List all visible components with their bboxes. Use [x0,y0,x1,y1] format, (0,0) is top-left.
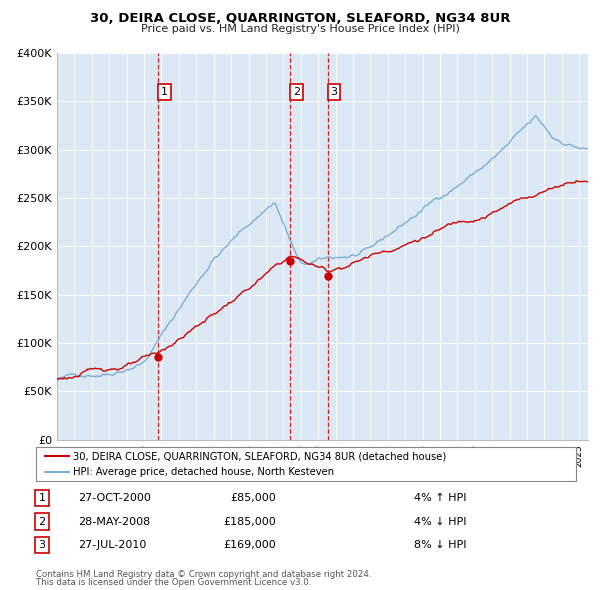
Text: This data is licensed under the Open Government Licence v3.0.: This data is licensed under the Open Gov… [36,578,311,587]
Text: 4% ↑ HPI: 4% ↑ HPI [414,493,467,503]
Text: £185,000: £185,000 [223,517,276,526]
Text: HPI: Average price, detached house, North Kesteven: HPI: Average price, detached house, Nort… [73,467,334,477]
Text: £85,000: £85,000 [230,493,276,503]
Text: 2: 2 [293,87,300,97]
Text: 30, DEIRA CLOSE, QUARRINGTON, SLEAFORD, NG34 8UR: 30, DEIRA CLOSE, QUARRINGTON, SLEAFORD, … [90,12,510,25]
Text: 28-MAY-2008: 28-MAY-2008 [78,517,150,526]
Text: £169,000: £169,000 [223,540,276,550]
Text: 1: 1 [161,87,168,97]
Text: 27-OCT-2000: 27-OCT-2000 [78,493,151,503]
Text: 3: 3 [38,540,46,550]
Text: 3: 3 [331,87,338,97]
Text: 8% ↓ HPI: 8% ↓ HPI [414,540,467,550]
Text: 27-JUL-2010: 27-JUL-2010 [78,540,146,550]
Text: 2: 2 [38,517,46,526]
Text: Price paid vs. HM Land Registry's House Price Index (HPI): Price paid vs. HM Land Registry's House … [140,24,460,34]
Text: Contains HM Land Registry data © Crown copyright and database right 2024.: Contains HM Land Registry data © Crown c… [36,571,371,579]
Text: 1: 1 [38,493,46,503]
Text: 30, DEIRA CLOSE, QUARRINGTON, SLEAFORD, NG34 8UR (detached house): 30, DEIRA CLOSE, QUARRINGTON, SLEAFORD, … [73,451,446,461]
Text: 4% ↓ HPI: 4% ↓ HPI [414,517,467,526]
